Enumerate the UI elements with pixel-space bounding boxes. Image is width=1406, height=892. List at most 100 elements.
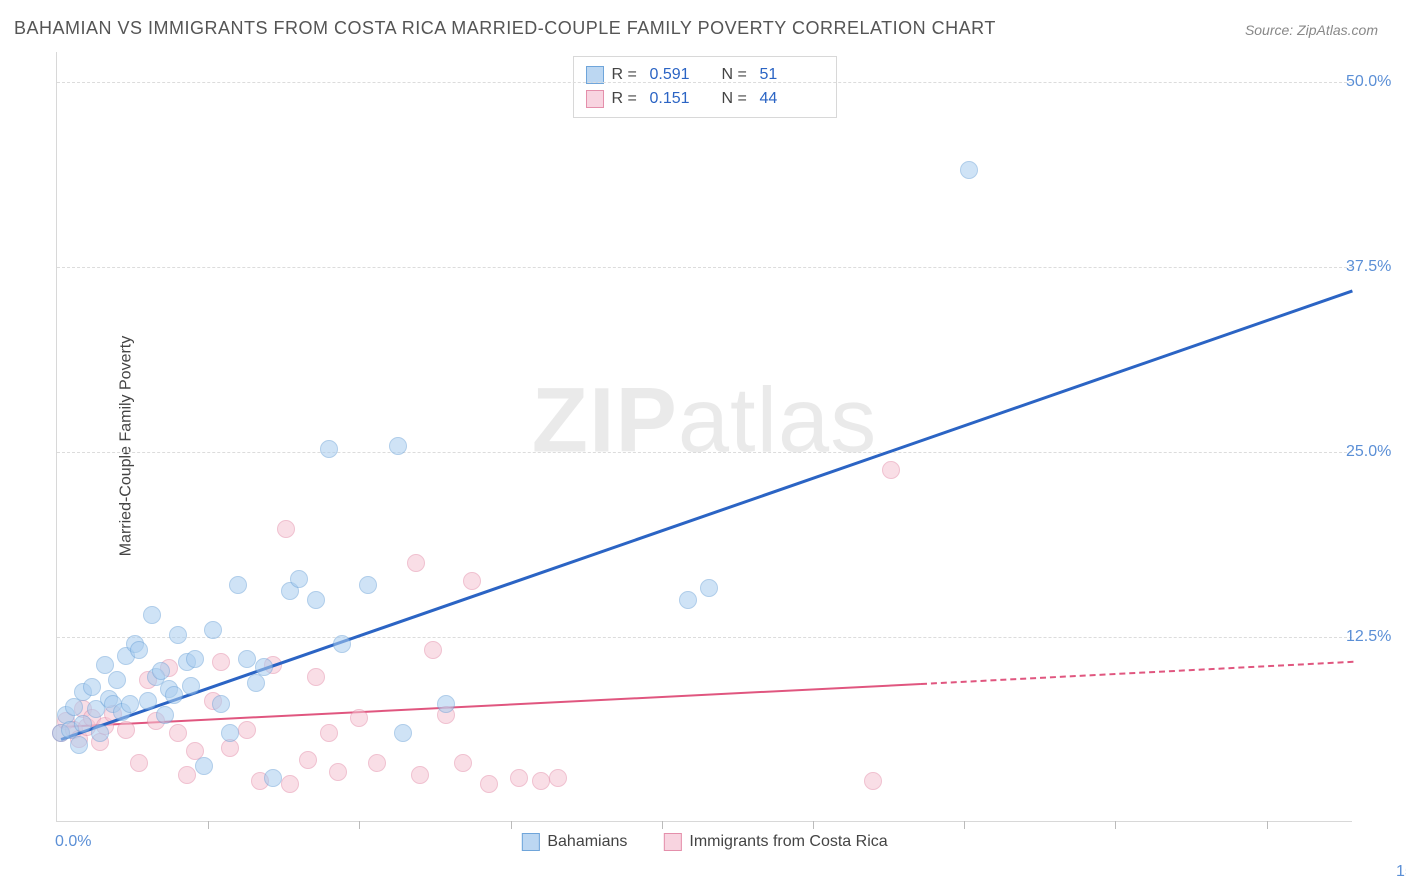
data-point <box>882 461 900 479</box>
legend-series-box: Bahamians Immigrants from Costa Rica <box>521 833 887 851</box>
y-tick-label: 12.5% <box>1346 628 1391 646</box>
data-point <box>247 674 265 692</box>
watermark-bold: ZIP <box>532 370 678 472</box>
chart-title: BAHAMIAN VS IMMIGRANTS FROM COSTA RICA M… <box>14 18 996 39</box>
data-point <box>281 775 299 793</box>
legend-item-series-b: Immigrants from Costa Rica <box>663 833 887 851</box>
x-tick <box>511 821 512 829</box>
data-point <box>350 709 368 727</box>
data-point <box>320 440 338 458</box>
legend-label-series-a: Bahamians <box>547 833 627 851</box>
data-point <box>212 653 230 671</box>
data-point <box>238 650 256 668</box>
data-point <box>204 621 222 639</box>
legend-stats-box: R = 0.591 N = 51 R = 0.151 N = 44 <box>573 56 837 118</box>
data-point <box>74 715 92 733</box>
data-point <box>389 437 407 455</box>
data-point <box>960 161 978 179</box>
data-point <box>108 671 126 689</box>
x-tick <box>662 821 663 829</box>
x-axis-origin-label: 0.0% <box>55 833 91 851</box>
data-point <box>299 751 317 769</box>
data-point <box>130 641 148 659</box>
legend-swatch-series-b <box>663 833 681 851</box>
data-point <box>152 662 170 680</box>
legend-item-series-a: Bahamians <box>521 833 627 851</box>
y-tick-label: 50.0% <box>1346 73 1391 91</box>
x-tick <box>964 821 965 829</box>
data-point <box>169 724 187 742</box>
x-tick <box>208 821 209 829</box>
trendline <box>921 661 1353 685</box>
r-label: R = <box>612 63 642 87</box>
r-value-series-a: 0.591 <box>650 63 714 87</box>
data-point <box>329 763 347 781</box>
data-point <box>510 769 528 787</box>
data-point <box>454 754 472 772</box>
data-point <box>532 772 550 790</box>
x-tick <box>359 821 360 829</box>
data-point <box>221 724 239 742</box>
data-point <box>307 668 325 686</box>
gridline <box>57 637 1352 638</box>
data-point <box>121 695 139 713</box>
data-point <box>333 635 351 653</box>
legend-swatch-series-a <box>521 833 539 851</box>
y-tick-label: 37.5% <box>1346 258 1391 276</box>
data-point <box>165 686 183 704</box>
legend-label-series-b: Immigrants from Costa Rica <box>689 833 887 851</box>
watermark: ZIPatlas <box>532 369 877 474</box>
data-point <box>424 641 442 659</box>
legend-stats-row: R = 0.151 N = 44 <box>586 87 824 111</box>
data-point <box>394 724 412 742</box>
legend-stats-row: R = 0.591 N = 51 <box>586 63 824 87</box>
data-point <box>96 656 114 674</box>
data-point <box>143 606 161 624</box>
r-value-series-b: 0.151 <box>650 87 714 111</box>
x-tick <box>1115 821 1116 829</box>
data-point <box>679 591 697 609</box>
data-point <box>229 576 247 594</box>
data-point <box>130 754 148 772</box>
data-point <box>320 724 338 742</box>
data-point <box>156 706 174 724</box>
data-point <box>70 736 88 754</box>
x-axis-max-label: 15.0% <box>1396 863 1406 881</box>
n-value-series-a: 51 <box>760 63 824 87</box>
data-point <box>307 591 325 609</box>
data-point <box>700 579 718 597</box>
data-point <box>290 570 308 588</box>
plot-area: ZIPatlas R = 0.591 N = 51 R = 0.151 N = … <box>56 52 1352 822</box>
data-point <box>117 721 135 739</box>
data-point <box>368 754 386 772</box>
data-point <box>139 692 157 710</box>
watermark-thin: atlas <box>678 370 877 472</box>
data-point <box>359 576 377 594</box>
data-point <box>83 678 101 696</box>
data-point <box>549 769 567 787</box>
n-label: N = <box>722 87 752 111</box>
data-point <box>277 520 295 538</box>
data-point <box>463 572 481 590</box>
data-point <box>411 766 429 784</box>
data-point <box>407 554 425 572</box>
source-attribution: Source: ZipAtlas.com <box>1245 22 1378 38</box>
y-tick-label: 25.0% <box>1346 443 1391 461</box>
x-tick <box>813 821 814 829</box>
data-point <box>480 775 498 793</box>
gridline <box>57 452 1352 453</box>
r-label: R = <box>612 87 642 111</box>
data-point <box>238 721 256 739</box>
data-point <box>178 766 196 784</box>
data-point <box>91 724 109 742</box>
legend-swatch-series-b <box>586 90 604 108</box>
data-point <box>437 695 455 713</box>
gridline <box>57 267 1352 268</box>
gridline <box>57 82 1352 83</box>
data-point <box>186 650 204 668</box>
x-tick <box>1267 821 1268 829</box>
n-value-series-b: 44 <box>760 87 824 111</box>
data-point <box>195 757 213 775</box>
n-label: N = <box>722 63 752 87</box>
data-point <box>864 772 882 790</box>
